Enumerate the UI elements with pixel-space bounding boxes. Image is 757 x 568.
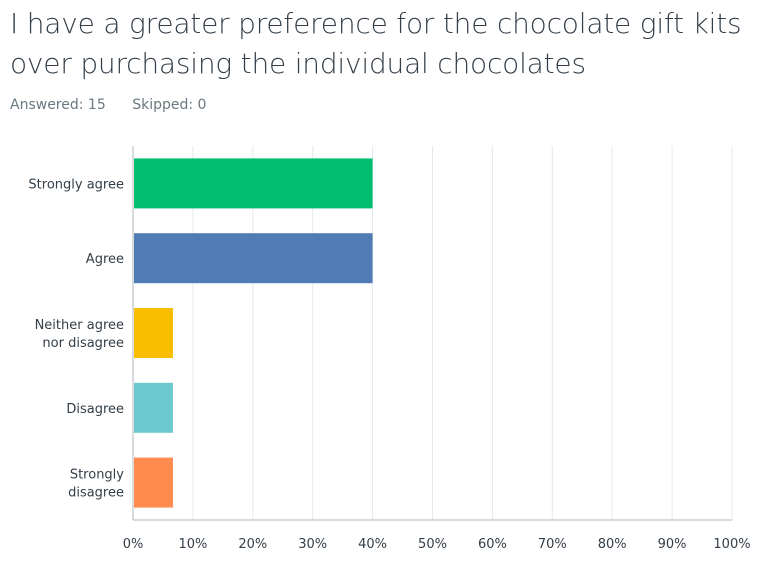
x-tick-label: 90% <box>658 537 687 552</box>
category-label: Neither agree nor disagree <box>35 318 124 351</box>
x-tick-label: 100% <box>713 537 750 552</box>
x-tick-label: 10% <box>178 537 207 552</box>
category-label: Disagree <box>66 402 124 417</box>
category-label: Agree <box>86 252 124 267</box>
x-tick-label: 60% <box>478 537 507 552</box>
category-label: Strongly agree <box>28 177 124 192</box>
x-tick-label: 30% <box>298 537 327 552</box>
x-tick-label: 20% <box>238 537 267 552</box>
x-tick-label: 0% <box>123 537 144 552</box>
category-label: Strongly disagree <box>68 468 124 501</box>
skipped-count: Skipped: 0 <box>132 97 207 113</box>
x-tick-label: 40% <box>358 537 387 552</box>
bar <box>134 158 373 209</box>
response-stats: Answered: 15 Skipped: 0 <box>10 97 228 113</box>
answered-count: Answered: 15 <box>10 97 106 113</box>
bar <box>134 382 173 433</box>
x-tick-label: 50% <box>418 537 447 552</box>
x-tick-label: 70% <box>538 537 567 552</box>
chart-title: I have a greater preference for the choc… <box>10 7 742 80</box>
bar <box>134 233 373 284</box>
x-tick-label: 80% <box>598 537 627 552</box>
bar <box>134 457 173 508</box>
bar <box>134 308 173 358</box>
